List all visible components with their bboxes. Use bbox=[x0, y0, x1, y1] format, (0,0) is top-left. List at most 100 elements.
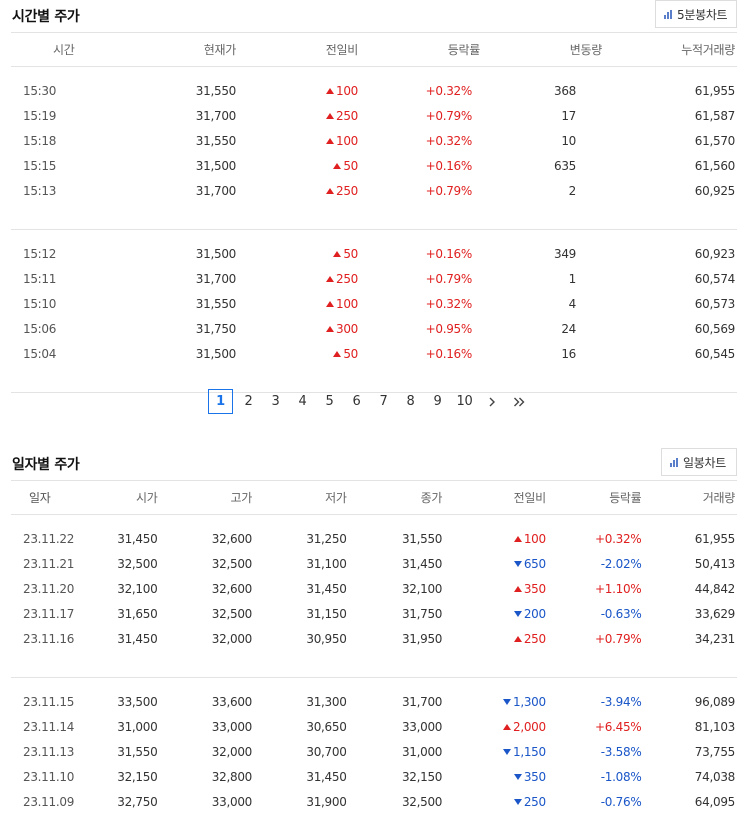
rate-cell: -1.08% bbox=[600, 770, 642, 784]
date-cell: 23.11.22 bbox=[23, 532, 75, 546]
cum-volume-cell: 60,574 bbox=[694, 272, 736, 286]
page-3-button[interactable]: 3 bbox=[271, 394, 280, 409]
next-page-button[interactable] bbox=[478, 389, 505, 414]
low-cell: 31,150 bbox=[306, 607, 347, 621]
up-arrow-icon bbox=[513, 636, 522, 642]
rate-cell: -2.02% bbox=[600, 557, 642, 571]
low-cell: 31,450 bbox=[306, 582, 347, 596]
time-cell: 15:19 bbox=[23, 109, 57, 123]
hourly-header: 시간별 주가 5분봉차트 bbox=[0, 0, 737, 30]
double-chevron-right-icon bbox=[513, 397, 524, 406]
change-cell: 100 bbox=[444, 527, 548, 552]
rate-cell: +0.16% bbox=[425, 159, 473, 173]
change-value: 250 bbox=[335, 184, 358, 198]
page-1-button[interactable]: 1 bbox=[208, 389, 233, 414]
up-arrow-icon bbox=[333, 251, 342, 257]
volume-cell: 44,842 bbox=[694, 582, 736, 596]
daily-chart-button[interactable]: 일봉차트 bbox=[661, 448, 737, 476]
close-cell: 31,450 bbox=[401, 557, 443, 571]
high-cell: 32,500 bbox=[211, 607, 253, 621]
table-row: 15:10 31,550 100 +0.32% 4 60,573 bbox=[11, 292, 737, 317]
page-7-button[interactable]: 7 bbox=[379, 394, 388, 409]
page-6-button[interactable]: 6 bbox=[352, 394, 361, 409]
volume-cell: 1 bbox=[568, 272, 577, 286]
rate-cell: -0.63% bbox=[600, 607, 642, 621]
table-row: 15:13 31,700 250 +0.79% 2 60,925 bbox=[11, 179, 737, 204]
last-page-button[interactable] bbox=[505, 389, 532, 414]
table-row: 15:11 31,700 250 +0.79% 1 60,574 bbox=[11, 267, 737, 292]
change-cell: 100 bbox=[238, 79, 360, 104]
up-arrow-icon bbox=[333, 351, 342, 357]
time-cell: 15:11 bbox=[23, 272, 57, 286]
date-cell: 23.11.09 bbox=[23, 795, 75, 809]
high-cell: 32,600 bbox=[211, 582, 253, 596]
up-arrow-icon bbox=[513, 586, 522, 592]
col-open: 시가 bbox=[88, 480, 160, 515]
table-row: 15:19 31,700 250 +0.79% 17 61,587 bbox=[11, 104, 737, 129]
5min-chart-button[interactable]: 5분봉차트 bbox=[655, 0, 737, 28]
up-arrow-icon bbox=[325, 326, 334, 332]
cum-volume-cell: 60,573 bbox=[694, 297, 736, 311]
rate-cell: +0.32% bbox=[595, 532, 642, 546]
rate-cell: +0.16% bbox=[425, 247, 473, 261]
cum-volume-cell: 60,925 bbox=[694, 184, 736, 198]
high-cell: 33,600 bbox=[211, 695, 253, 709]
table-row: 15:04 31,500 50 +0.16% 16 60,545 bbox=[11, 342, 737, 367]
open-cell: 32,150 bbox=[117, 770, 158, 784]
price-cell: 31,500 bbox=[195, 159, 237, 173]
page-10-button[interactable]: 10 bbox=[456, 394, 473, 409]
page-2-button[interactable]: 2 bbox=[244, 394, 253, 409]
date-cell: 23.11.21 bbox=[23, 557, 75, 571]
rate-cell: +0.79% bbox=[425, 184, 473, 198]
down-arrow-icon bbox=[502, 749, 511, 755]
high-cell: 32,800 bbox=[211, 770, 253, 784]
close-cell: 32,100 bbox=[401, 582, 443, 596]
up-arrow-icon bbox=[513, 536, 522, 542]
change-cell: 350 bbox=[444, 577, 548, 602]
cum-volume-cell: 61,587 bbox=[694, 109, 736, 123]
close-cell: 31,950 bbox=[401, 632, 443, 646]
col-volume: 거래량 bbox=[643, 480, 737, 515]
col-high: 고가 bbox=[159, 480, 254, 515]
volume-cell: 96,089 bbox=[694, 695, 736, 709]
low-cell: 30,650 bbox=[306, 720, 347, 734]
change-value: 300 bbox=[335, 322, 358, 336]
table-row: 23.11.16 31,450 32,000 30,950 31,950 250 +0.79… bbox=[11, 627, 737, 652]
time-cell: 15:10 bbox=[23, 297, 57, 311]
low-cell: 31,300 bbox=[306, 695, 347, 709]
time-cell: 15:30 bbox=[23, 84, 57, 98]
time-cell: 15:15 bbox=[23, 159, 57, 173]
time-cell: 15:12 bbox=[23, 247, 57, 261]
volume-cell: 61,955 bbox=[694, 532, 736, 546]
change-cell: 250 bbox=[444, 790, 548, 815]
daily-chart-label: 일봉차트 bbox=[683, 455, 726, 470]
daily-header-row: 일자 시가 고가 저가 종가 전일비 등락률 거래량 bbox=[11, 480, 737, 515]
page-8-button[interactable]: 8 bbox=[406, 394, 415, 409]
bar-chart-icon bbox=[664, 9, 672, 19]
change-value: 2,000 bbox=[512, 720, 546, 734]
volume-cell: 4 bbox=[568, 297, 577, 311]
change-value: 50 bbox=[343, 247, 358, 261]
down-arrow-icon bbox=[513, 561, 522, 567]
change-cell: 250 bbox=[444, 627, 548, 652]
volume-cell: 349 bbox=[553, 247, 576, 261]
page-9-button[interactable]: 9 bbox=[433, 394, 442, 409]
change-cell: 650 bbox=[444, 552, 548, 577]
volume-cell: 635 bbox=[553, 159, 576, 173]
table-row: 23.11.15 33,500 33,600 31,300 31,700 1,300 -3.… bbox=[11, 690, 737, 715]
down-arrow-icon bbox=[513, 799, 522, 805]
rate-cell: -3.94% bbox=[600, 695, 642, 709]
rate-cell: -0.76% bbox=[600, 795, 642, 809]
open-cell: 31,550 bbox=[117, 745, 158, 759]
table-row: 23.11.09 32,750 33,000 31,900 32,500 250 -0.76… bbox=[11, 790, 737, 815]
daily-title: 일자별 주가 bbox=[12, 457, 80, 473]
close-cell: 33,000 bbox=[401, 720, 443, 734]
table-row: 15:06 31,750 300 +0.95% 24 60,569 bbox=[11, 317, 737, 342]
page-5-button[interactable]: 5 bbox=[325, 394, 334, 409]
change-value: 100 bbox=[523, 532, 546, 546]
time-cell: 15:06 bbox=[23, 322, 57, 336]
page-4-button[interactable]: 4 bbox=[298, 394, 307, 409]
daily-table: 일자 시가 고가 저가 종가 전일비 등락률 거래량 23.11.22 31,45… bbox=[11, 480, 737, 815]
col-date: 일자 bbox=[11, 480, 89, 515]
hourly-title: 시간별 주가 bbox=[12, 9, 80, 25]
